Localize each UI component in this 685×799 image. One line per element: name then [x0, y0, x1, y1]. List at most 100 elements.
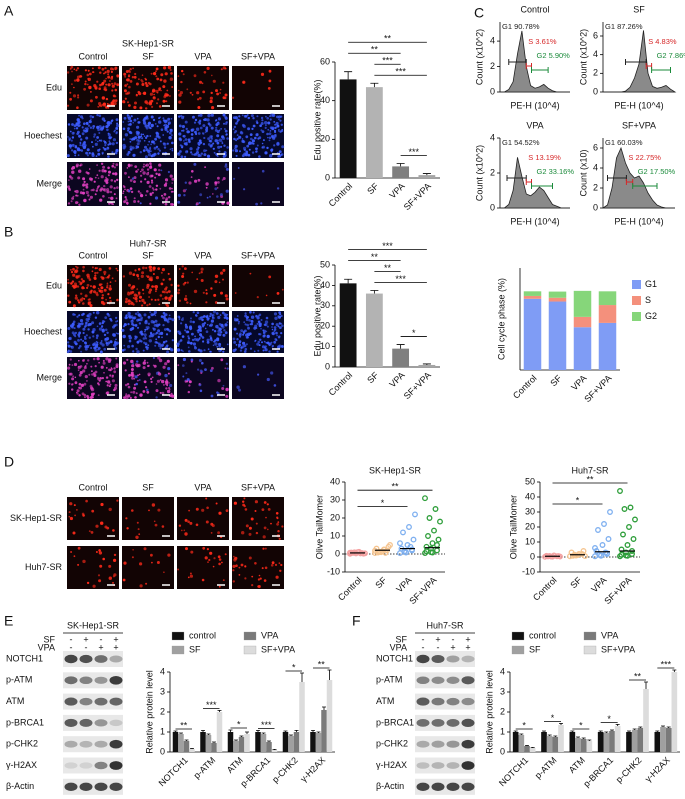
cell	[164, 123, 168, 127]
cell	[116, 320, 119, 322]
cell	[191, 332, 194, 336]
y-tick-label: 2	[500, 706, 505, 716]
point	[624, 542, 631, 548]
cell	[125, 316, 128, 319]
cell	[141, 288, 145, 291]
cell	[155, 135, 159, 138]
cell	[198, 139, 202, 143]
cell	[209, 551, 213, 555]
cell	[152, 266, 156, 270]
cell	[127, 164, 131, 168]
cell	[115, 357, 118, 360]
cell	[184, 155, 187, 158]
cell	[209, 312, 212, 316]
cell	[108, 140, 111, 143]
legend-label: SF+VPA	[261, 644, 295, 654]
bar	[643, 689, 649, 752]
cell	[112, 138, 116, 142]
cell	[243, 188, 246, 191]
cell	[135, 300, 138, 303]
cell	[73, 362, 78, 367]
cell	[148, 509, 150, 512]
panel-title: SK-Hep1-SR	[122, 38, 175, 48]
cell	[98, 283, 102, 287]
cell	[222, 579, 225, 581]
blot-band	[446, 676, 460, 684]
cell	[157, 267, 161, 270]
cell	[275, 323, 279, 327]
cell	[75, 163, 79, 167]
cell	[102, 146, 105, 149]
bar-segment	[548, 301, 567, 370]
bar	[569, 732, 576, 752]
cell	[223, 329, 226, 332]
cell	[132, 549, 134, 551]
cell	[122, 100, 126, 104]
cell	[233, 177, 236, 180]
cell	[106, 121, 111, 125]
cell	[191, 128, 195, 131]
cell	[73, 286, 76, 289]
protein-label: NOTCH1	[376, 653, 413, 663]
cell	[91, 141, 93, 144]
bar	[315, 733, 322, 752]
cell	[69, 97, 72, 101]
cell	[177, 330, 179, 333]
point	[618, 551, 625, 558]
chart-title: Huh7-SR	[571, 465, 609, 475]
cell	[197, 368, 200, 371]
cell	[102, 103, 106, 107]
cell	[267, 129, 270, 131]
bar	[299, 682, 305, 752]
cell	[131, 364, 135, 368]
cell	[101, 296, 104, 300]
cell	[114, 68, 117, 71]
cell	[109, 190, 113, 194]
cell	[248, 532, 252, 536]
cell	[218, 585, 221, 588]
cell	[69, 146, 72, 149]
cell	[126, 382, 130, 386]
cell	[277, 530, 280, 533]
cell	[88, 85, 92, 90]
cell	[158, 87, 162, 90]
cell	[239, 132, 242, 134]
cell	[107, 73, 109, 76]
bar	[260, 734, 267, 752]
cell	[137, 379, 139, 382]
cell	[145, 163, 149, 167]
y-tick-label: 30	[525, 506, 535, 516]
cell	[182, 134, 186, 138]
cell	[269, 130, 272, 132]
significance-label: ***	[382, 241, 393, 251]
cell	[238, 388, 241, 392]
cell	[146, 328, 149, 331]
cell	[276, 522, 279, 526]
cell	[71, 388, 74, 391]
cell	[262, 547, 265, 550]
cell	[180, 80, 183, 84]
cell	[110, 368, 113, 371]
error-bar	[245, 731, 249, 734]
cell	[115, 126, 119, 130]
treatment-sign: -	[422, 642, 425, 652]
cell	[190, 151, 193, 154]
cell	[96, 113, 99, 117]
cell	[101, 321, 105, 325]
cell	[77, 96, 80, 99]
cell	[72, 304, 76, 308]
blot-band	[431, 740, 445, 748]
cell	[146, 180, 150, 184]
cell	[169, 77, 174, 81]
cell	[134, 337, 137, 340]
bar	[365, 87, 383, 178]
cell	[103, 72, 105, 75]
cell	[242, 341, 246, 345]
column-header: SF	[142, 250, 154, 260]
cell	[82, 514, 85, 517]
cell	[234, 138, 237, 141]
cell	[212, 147, 215, 150]
cell	[114, 151, 118, 155]
column-header: VPA	[194, 482, 211, 492]
cell	[233, 327, 237, 331]
